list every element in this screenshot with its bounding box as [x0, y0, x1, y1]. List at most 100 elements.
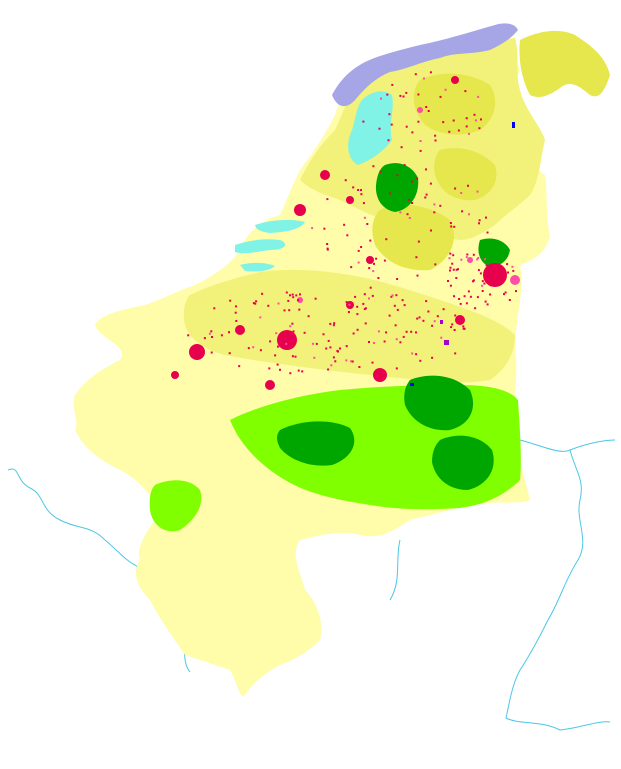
urban-speckle — [368, 341, 370, 343]
urban-speckle — [416, 274, 419, 277]
urban-speckle — [277, 345, 279, 348]
urban-speckle — [297, 369, 300, 372]
urban-speckle — [508, 299, 511, 301]
urban-speckle — [418, 316, 421, 319]
urban-speckle — [390, 123, 393, 126]
urban-speckle — [511, 265, 514, 268]
urban-speckle — [277, 302, 280, 305]
urban-speckle — [369, 286, 372, 289]
urban-speckle — [449, 284, 452, 287]
urban-speckle — [449, 269, 451, 272]
urban-speckle — [417, 240, 420, 243]
urban-speckle — [364, 307, 367, 310]
urban-speckle — [433, 211, 436, 214]
urban-speckle — [453, 329, 456, 331]
urban-speckle — [465, 302, 468, 305]
urban-liege — [373, 368, 387, 382]
urban-speckle — [275, 332, 278, 335]
urban-speckle — [345, 359, 348, 362]
urban-speckle — [329, 346, 332, 349]
urban-speckle — [291, 293, 294, 296]
urban-speckle — [289, 325, 292, 328]
urban-speckle — [274, 354, 277, 357]
urban-speckle — [289, 294, 291, 297]
forest-dark-2 — [404, 375, 474, 431]
urban-speckle — [292, 296, 295, 299]
agri-olive-2 — [372, 204, 454, 271]
agri-central — [183, 269, 516, 383]
urban-speckle — [395, 338, 398, 341]
urban-speckle — [477, 269, 480, 272]
urban-ghent — [235, 325, 245, 335]
urban-speckle — [396, 174, 399, 177]
urban-speckle — [463, 327, 466, 330]
urban-speckle — [489, 275, 492, 278]
wadden-sea — [332, 23, 518, 107]
urban-speckle — [327, 368, 330, 371]
urban-speckle — [464, 90, 467, 93]
urban-speckle — [427, 310, 430, 313]
urban-speckle — [453, 295, 455, 298]
urban-speckle — [449, 266, 452, 269]
river-right — [505, 439, 616, 731]
delta-water-3 — [240, 262, 275, 272]
urban-speckle — [345, 301, 348, 304]
urban-speckle — [352, 332, 355, 335]
urban-speckle — [468, 213, 470, 216]
urban-speckle — [458, 298, 461, 300]
blue-feature-1 — [512, 122, 515, 128]
urban-speckle — [452, 119, 455, 122]
urban-speckle — [269, 340, 272, 343]
urban-speckle — [377, 330, 380, 333]
urban-speckle — [357, 249, 360, 252]
intertidal-flats — [332, 23, 518, 107]
urban-speckle — [220, 334, 223, 337]
urban-speckle — [476, 190, 479, 193]
urban-speckle — [489, 284, 492, 287]
urban-speckle — [344, 179, 347, 182]
urban-speckle — [476, 296, 479, 299]
urban-speckle — [400, 146, 403, 149]
urban-speckle — [419, 140, 422, 142]
urban-speckle — [479, 272, 482, 275]
urban-speckle — [327, 339, 330, 342]
urban-amsterdam — [320, 170, 330, 180]
urban-speckle — [448, 130, 451, 133]
urban-speckle — [283, 309, 286, 312]
urban-speckle — [252, 302, 255, 305]
urban-speckle — [203, 337, 206, 340]
urban-speckle — [462, 325, 465, 328]
water-bodies — [235, 91, 393, 272]
urban-aachen — [455, 315, 465, 325]
urban-speckle — [467, 290, 470, 293]
urban-speckle — [431, 324, 434, 327]
urban-speckle — [410, 330, 413, 333]
urban-speckle — [393, 304, 396, 307]
urban-ruhr — [483, 263, 507, 287]
urban-speckle — [403, 164, 406, 167]
urban-speckle — [459, 302, 462, 305]
forest-dark-north — [478, 238, 510, 267]
urban-speckle — [383, 340, 386, 343]
urban-speckle — [434, 139, 437, 142]
urban-speckle — [351, 360, 354, 363]
urban-speckle — [356, 313, 359, 316]
agri-olive-1 — [413, 73, 496, 135]
urban-speckle — [415, 353, 418, 356]
ijsselmeer — [348, 91, 393, 165]
urban-speckle — [461, 210, 464, 213]
urban-speckle — [425, 168, 427, 171]
urban-speckle — [504, 291, 507, 294]
urban-speckle — [345, 345, 348, 348]
urban-speckle — [362, 302, 365, 305]
urban-charleroi — [265, 380, 275, 390]
urban-speckle — [485, 216, 487, 219]
urban-speckle — [364, 322, 367, 325]
urban-speckle — [405, 125, 408, 128]
urban-speckle — [474, 119, 477, 122]
urban-speckle — [235, 320, 238, 322]
urban-speckle — [385, 238, 388, 241]
urban-speckle — [352, 186, 355, 189]
urban-speckle — [211, 336, 213, 338]
urban-speckle — [473, 113, 476, 116]
